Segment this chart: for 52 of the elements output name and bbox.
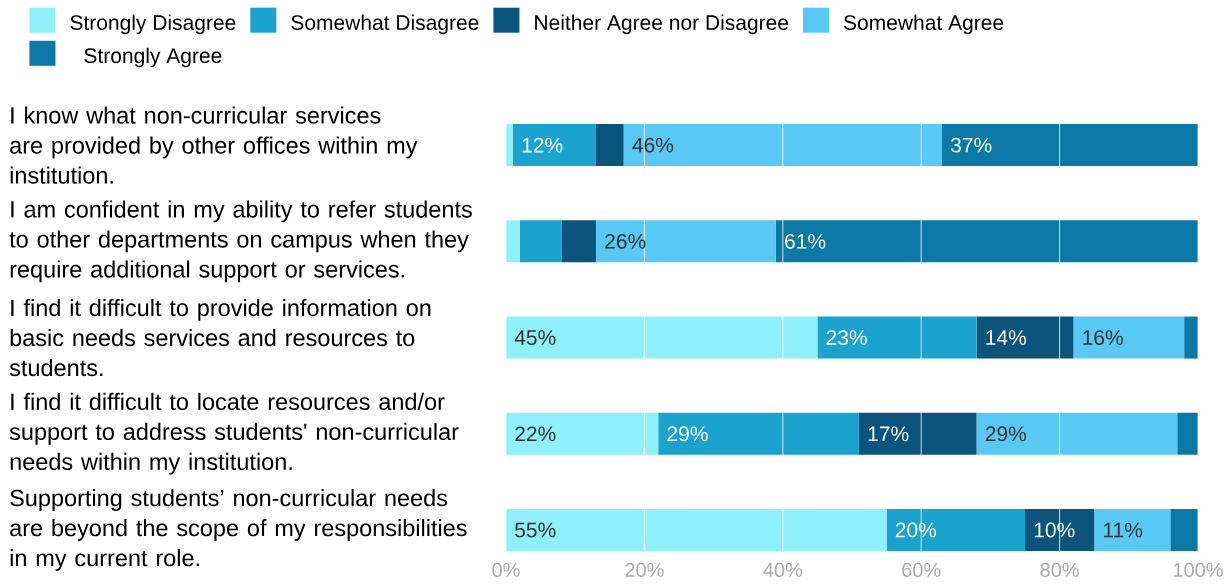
data-label: 22% [515,426,556,442]
x-tick-label: 0% [492,562,520,578]
data-label: 29% [985,426,1027,442]
data-label: 14% [986,330,1027,345]
bar [658,412,859,455]
bar [512,124,596,167]
data-label: 37% [950,137,992,153]
data-label: 17% [868,426,909,442]
y-tick-label: I am confident in my ability to refer students to other departments on campus when they require additional support or services. [9,200,472,283]
bar [1170,509,1198,552]
y-tick-label: I find it difficult to provide information on basic needs services and resources to students. [9,298,431,377]
legend-label: Somewhat Disagree [291,14,479,35]
bar [817,316,977,359]
data-label: 29% [667,426,708,442]
bar [506,509,887,552]
bar [976,412,1178,455]
data-label: 11% [1104,522,1143,538]
bar [506,316,818,359]
legend-label: Strongly Disagree [70,14,236,35]
bar [976,316,1074,359]
data-label: 12% [522,137,563,153]
data-label: 16% [1083,330,1123,345]
data-label: 23% [826,330,867,345]
data-label: 45% [514,330,556,345]
data-label: 61% [785,233,826,249]
bar [1094,509,1171,552]
bar [858,412,977,455]
bar [623,124,942,167]
bar [506,220,520,263]
bar [595,124,624,167]
legend-label: Somewhat Agree [844,14,1004,35]
bar [519,220,562,263]
bar [1073,316,1185,359]
y-tick-label: I know what non-curricular services are provided by other offices within my institution. [10,106,418,184]
y-tick-label: I find it difficult to locate resources and/or support to address students' non-curricular needs within my institution. [9,392,459,475]
bar [1177,412,1198,455]
bar [941,124,1198,167]
bar [595,220,776,263]
bar [775,220,1198,263]
legend-label: Neither Agree nor Disagree [535,14,789,35]
bar [506,412,659,455]
x-tick-label: 80% [1040,562,1079,578]
bar [1184,316,1198,359]
data-label: 55% [515,522,556,538]
y-tick-label: Supporting students’ non-curricular needs are beyond the scope of my responsibilities in my current role. [10,489,467,571]
x-tick-label: 40% [763,562,803,578]
legend-label: Strongly Agree [84,47,222,68]
x-tick-label: 60% [902,562,941,578]
bar [886,509,1025,552]
bar [561,220,596,263]
x-tick-label: 20% [625,562,664,578]
x-tick-label: 100% [1173,562,1223,578]
